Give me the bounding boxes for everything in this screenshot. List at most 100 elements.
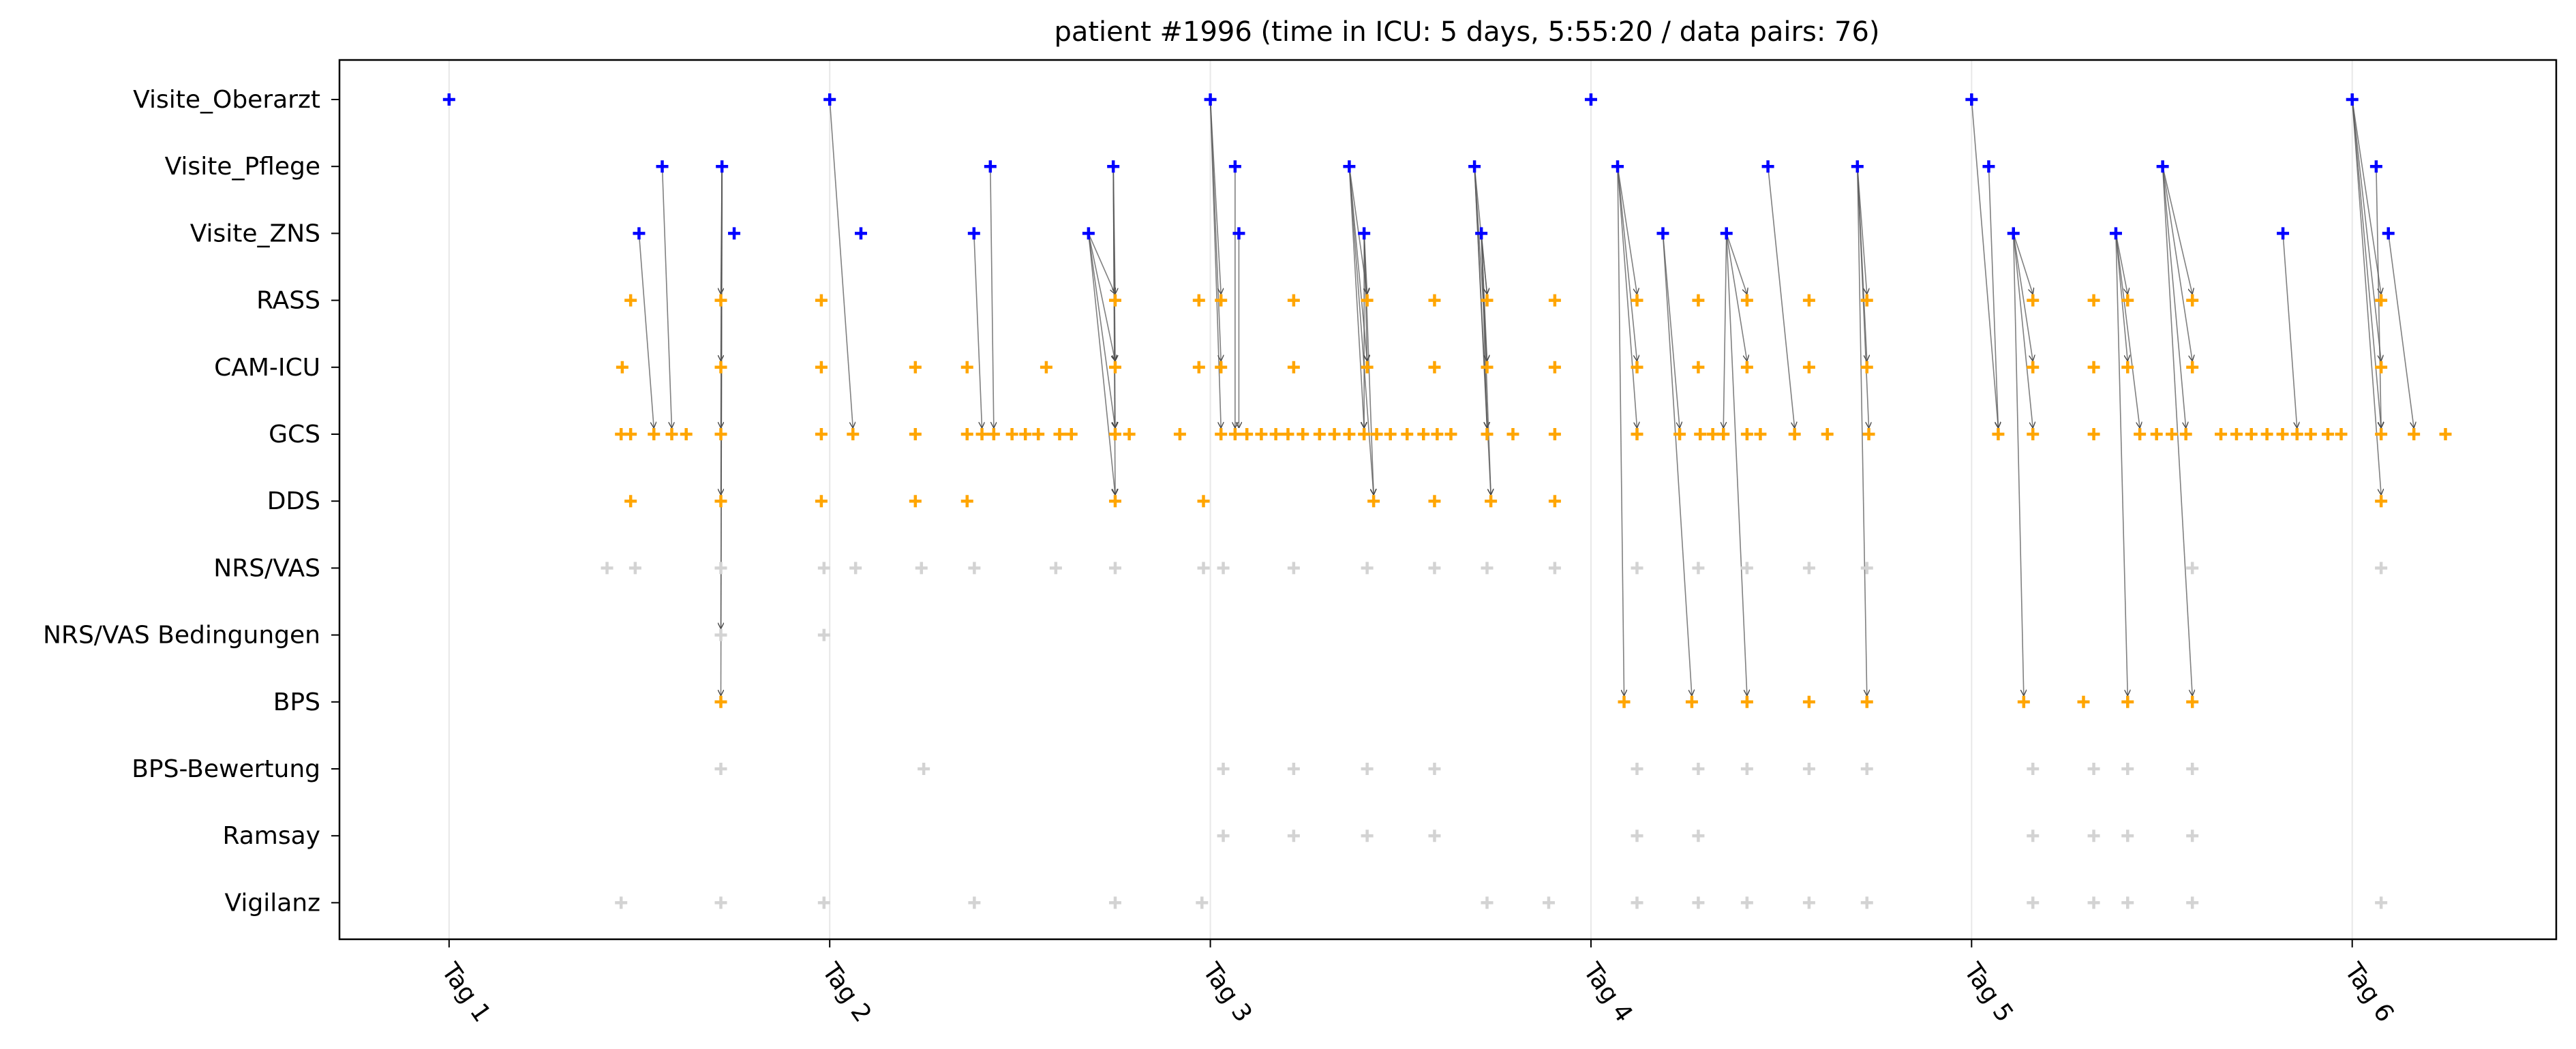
marker-gcs xyxy=(1255,428,1268,440)
marker-gcs xyxy=(2134,428,2147,440)
pair-arrow xyxy=(2351,99,2381,428)
pair-arrow xyxy=(1662,233,1691,695)
marker-dds xyxy=(1428,495,1441,508)
marker-bps-bewertung xyxy=(1217,763,1230,775)
marker-vigilanz xyxy=(2027,896,2040,909)
marker-gcs xyxy=(1431,428,1444,440)
y-tick-label: GCS xyxy=(269,421,320,449)
marker-bps xyxy=(714,695,727,708)
marker-gcs xyxy=(2439,428,2452,440)
pair-arrow xyxy=(1617,166,1637,428)
pair-arrow xyxy=(1617,166,1624,696)
marker-gcs xyxy=(1717,428,1730,440)
pair-arrow xyxy=(1971,99,1998,428)
marker-rass xyxy=(1361,294,1374,307)
marker-gcs xyxy=(1862,428,1875,440)
marker-visite-pflege xyxy=(1343,160,1356,173)
marker-gcs xyxy=(1754,428,1767,440)
pair-arrow xyxy=(2162,166,2186,428)
marker-visite-pflege xyxy=(1468,160,1481,173)
marker-cam-icu xyxy=(815,361,828,374)
marker-cam-icu xyxy=(1428,361,1441,374)
marker-bps xyxy=(2017,695,2030,708)
marker-gcs xyxy=(1740,428,1753,440)
y-tick-label: RASS xyxy=(256,287,320,315)
marker-gcs xyxy=(2245,428,2258,440)
marker-rass xyxy=(2087,294,2100,307)
marker-gcs xyxy=(2215,428,2228,440)
marker-gcs xyxy=(1215,428,1228,440)
y-tick-label: Visite_ZNS xyxy=(190,219,320,247)
pair-arrow xyxy=(2162,166,2193,294)
pair-arrow xyxy=(2282,233,2297,428)
pair-arrow xyxy=(1348,166,1374,495)
marker-ramsay xyxy=(1287,830,1300,842)
marker-cam-icu xyxy=(1361,361,1374,374)
marker-bps xyxy=(1740,695,1753,708)
marker-gcs xyxy=(1328,428,1341,440)
marker-gcs xyxy=(1821,428,1834,440)
pair-arrow xyxy=(2162,166,2193,696)
marker-visite-oberarzt xyxy=(1204,93,1217,106)
marker-gcs xyxy=(648,428,661,440)
y-tick-label: NRS/VAS xyxy=(213,554,320,582)
marker-cam-icu xyxy=(2027,361,2040,374)
marker-gcs xyxy=(2150,428,2163,440)
marker-visite-zns xyxy=(967,227,980,240)
marker-bps xyxy=(1685,695,1698,708)
pair-arrow xyxy=(1725,233,1747,361)
marker-nrs-vas xyxy=(1692,562,1705,575)
marker-nrs-vas xyxy=(601,562,613,575)
pair-arrow xyxy=(829,99,853,428)
marker-gcs xyxy=(847,428,860,440)
y-axis-labels: Visite_Oberarzt Visite_Pflege Visite_ZNS RA… xyxy=(43,86,339,917)
marker-dds xyxy=(2375,495,2388,508)
marker-bps-bewertung xyxy=(1631,763,1643,775)
marker-visite-zns xyxy=(854,227,867,240)
marker-gcs xyxy=(1065,428,1078,440)
marker-rass xyxy=(2186,294,2199,307)
marker-nrs-vas xyxy=(1287,562,1300,575)
marker-gcs xyxy=(1401,428,1414,440)
marker-visite-zns xyxy=(2109,227,2122,240)
marker-nrs-vas xyxy=(1217,562,1230,575)
marker-rass xyxy=(714,294,727,307)
pair-arrow xyxy=(638,233,654,428)
pair-arrow xyxy=(1363,233,1374,495)
marker-visite-zns xyxy=(1358,227,1371,240)
marker-cam-icu xyxy=(2375,361,2388,374)
marker-cam-icu xyxy=(1692,361,1705,374)
y-tick-label: Visite_Oberarzt xyxy=(133,86,320,114)
marker-ramsay xyxy=(1631,830,1643,842)
pair-arrow xyxy=(1857,166,1867,696)
pair-arrow xyxy=(2351,99,2381,294)
marker-bps-bewertung xyxy=(2186,763,2199,775)
marker-gcs xyxy=(2290,428,2303,440)
marker-dds xyxy=(624,495,637,508)
pair-arrow xyxy=(973,233,982,428)
pair-arrow xyxy=(1088,233,1115,361)
marker-bps-bewertung xyxy=(918,763,930,775)
marker-bps xyxy=(2121,695,2134,708)
marker-nrs-vas xyxy=(1361,562,1374,575)
marker-cam-icu xyxy=(1192,361,1205,374)
marker-cam-icu xyxy=(714,361,727,374)
marker-visite-pflege xyxy=(716,160,729,173)
marker-gcs xyxy=(1343,428,1356,440)
marker-visite-pflege xyxy=(984,160,997,173)
marker-gcs xyxy=(1358,428,1371,440)
pair-arrow xyxy=(2012,233,2024,695)
marker-gcs xyxy=(1384,428,1397,440)
marker-bps-bewertung xyxy=(1802,763,1815,775)
pair-arrow xyxy=(2115,233,2127,361)
markers xyxy=(442,93,2452,909)
marker-gcs xyxy=(2408,428,2421,440)
marker-bps xyxy=(1860,695,1873,708)
marker-visite-pflege xyxy=(1107,160,1120,173)
marker-cam-icu xyxy=(1481,361,1494,374)
marker-visite-zns xyxy=(1232,227,1245,240)
pair-arrow xyxy=(1857,166,1869,428)
marker-cam-icu xyxy=(1287,361,1300,374)
